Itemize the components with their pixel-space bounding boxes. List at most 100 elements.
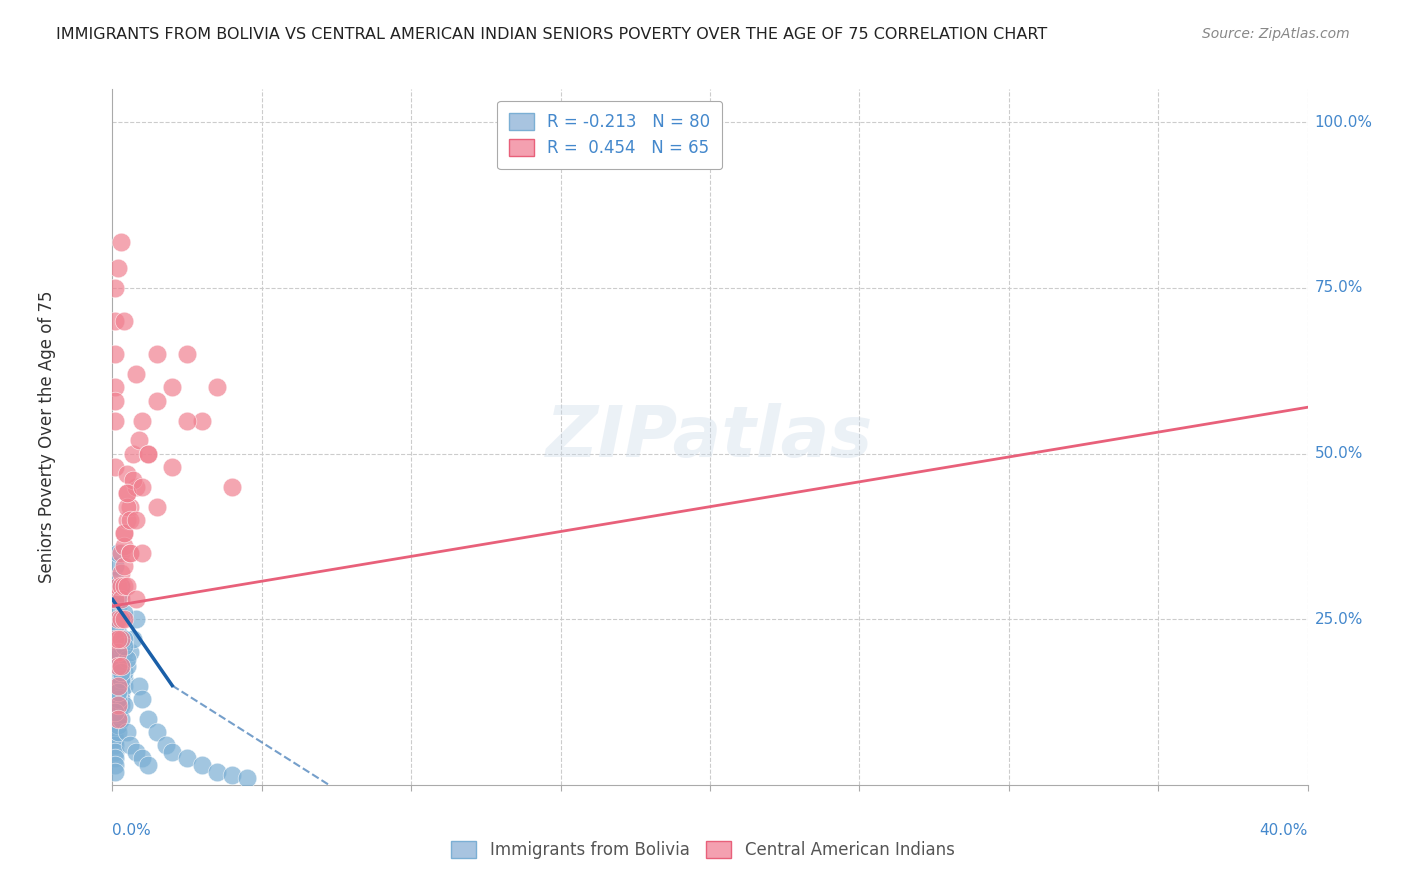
Point <box>104 679 127 693</box>
Point <box>104 738 127 752</box>
Point <box>110 579 132 593</box>
Point <box>110 579 132 593</box>
Text: 50.0%: 50.0% <box>1315 446 1362 461</box>
Point <box>110 586 132 600</box>
Point <box>107 718 129 732</box>
Point <box>117 652 139 666</box>
Point <box>117 486 139 500</box>
Point <box>107 612 129 626</box>
Text: ZIPatlas: ZIPatlas <box>547 402 873 472</box>
Point <box>107 579 129 593</box>
Point <box>110 235 132 249</box>
Text: 75.0%: 75.0% <box>1315 280 1362 295</box>
Point <box>104 592 127 607</box>
Point <box>104 652 127 666</box>
Point <box>104 619 127 633</box>
Point <box>131 480 153 494</box>
Point <box>107 698 129 713</box>
Point <box>205 764 228 779</box>
Point <box>120 738 142 752</box>
Point <box>114 559 135 574</box>
Point <box>131 751 153 765</box>
Point <box>117 486 139 500</box>
Point <box>114 579 135 593</box>
Legend: R = -0.213   N = 80, R =  0.454   N = 65: R = -0.213 N = 80, R = 0.454 N = 65 <box>498 101 723 169</box>
Point <box>131 413 153 427</box>
Point <box>104 632 127 647</box>
Point <box>107 718 129 732</box>
Text: Source: ZipAtlas.com: Source: ZipAtlas.com <box>1202 27 1350 41</box>
Point <box>107 679 129 693</box>
Point <box>125 513 148 527</box>
Point <box>221 768 243 782</box>
Point <box>122 447 145 461</box>
Point <box>104 698 127 713</box>
Point <box>104 592 127 607</box>
Point <box>155 738 177 752</box>
Point <box>120 513 142 527</box>
Point <box>104 393 127 408</box>
Point <box>114 698 135 713</box>
Point <box>138 712 160 726</box>
Point <box>104 731 127 746</box>
Point <box>107 698 129 713</box>
Point <box>114 665 135 680</box>
Point <box>125 592 148 607</box>
Point <box>107 261 129 276</box>
Point <box>138 447 160 461</box>
Point <box>104 559 127 574</box>
Point <box>110 672 132 686</box>
Point <box>138 758 160 772</box>
Point <box>104 314 127 328</box>
Point <box>117 500 139 514</box>
Point <box>110 592 132 607</box>
Point <box>125 367 148 381</box>
Point <box>176 413 198 427</box>
Point <box>110 658 132 673</box>
Point <box>205 380 228 394</box>
Point <box>107 645 129 659</box>
Point <box>110 546 132 560</box>
Point <box>104 751 127 765</box>
Point <box>110 698 132 713</box>
Text: 100.0%: 100.0% <box>1315 115 1372 130</box>
Point <box>107 705 129 719</box>
Point <box>104 672 127 686</box>
Point <box>110 691 132 706</box>
Point <box>120 546 142 560</box>
Point <box>107 685 129 699</box>
Point <box>128 434 150 448</box>
Point <box>104 413 127 427</box>
Point <box>110 712 132 726</box>
Point <box>107 645 129 659</box>
Point <box>104 679 127 693</box>
Point <box>162 459 183 474</box>
Point <box>104 745 127 759</box>
Text: 40.0%: 40.0% <box>1260 823 1308 838</box>
Legend: Immigrants from Bolivia, Central American Indians: Immigrants from Bolivia, Central America… <box>444 834 962 866</box>
Point <box>125 612 148 626</box>
Point <box>107 546 129 560</box>
Point <box>104 459 127 474</box>
Point <box>221 480 243 494</box>
Point <box>110 665 132 680</box>
Point <box>117 725 139 739</box>
Point <box>114 526 135 541</box>
Point <box>107 725 129 739</box>
Point <box>114 639 135 653</box>
Point <box>110 566 132 580</box>
Text: IMMIGRANTS FROM BOLIVIA VS CENTRAL AMERICAN INDIAN SENIORS POVERTY OVER THE AGE : IMMIGRANTS FROM BOLIVIA VS CENTRAL AMERI… <box>56 27 1047 42</box>
Point <box>117 579 139 593</box>
Point <box>162 380 183 394</box>
Point <box>110 658 132 673</box>
Point <box>107 705 129 719</box>
Point <box>110 632 132 647</box>
Point <box>110 658 132 673</box>
Point <box>107 691 129 706</box>
Point <box>107 658 129 673</box>
Point <box>146 725 169 739</box>
Point <box>176 347 198 361</box>
Point <box>107 612 129 626</box>
Point <box>107 632 129 647</box>
Point <box>104 712 127 726</box>
